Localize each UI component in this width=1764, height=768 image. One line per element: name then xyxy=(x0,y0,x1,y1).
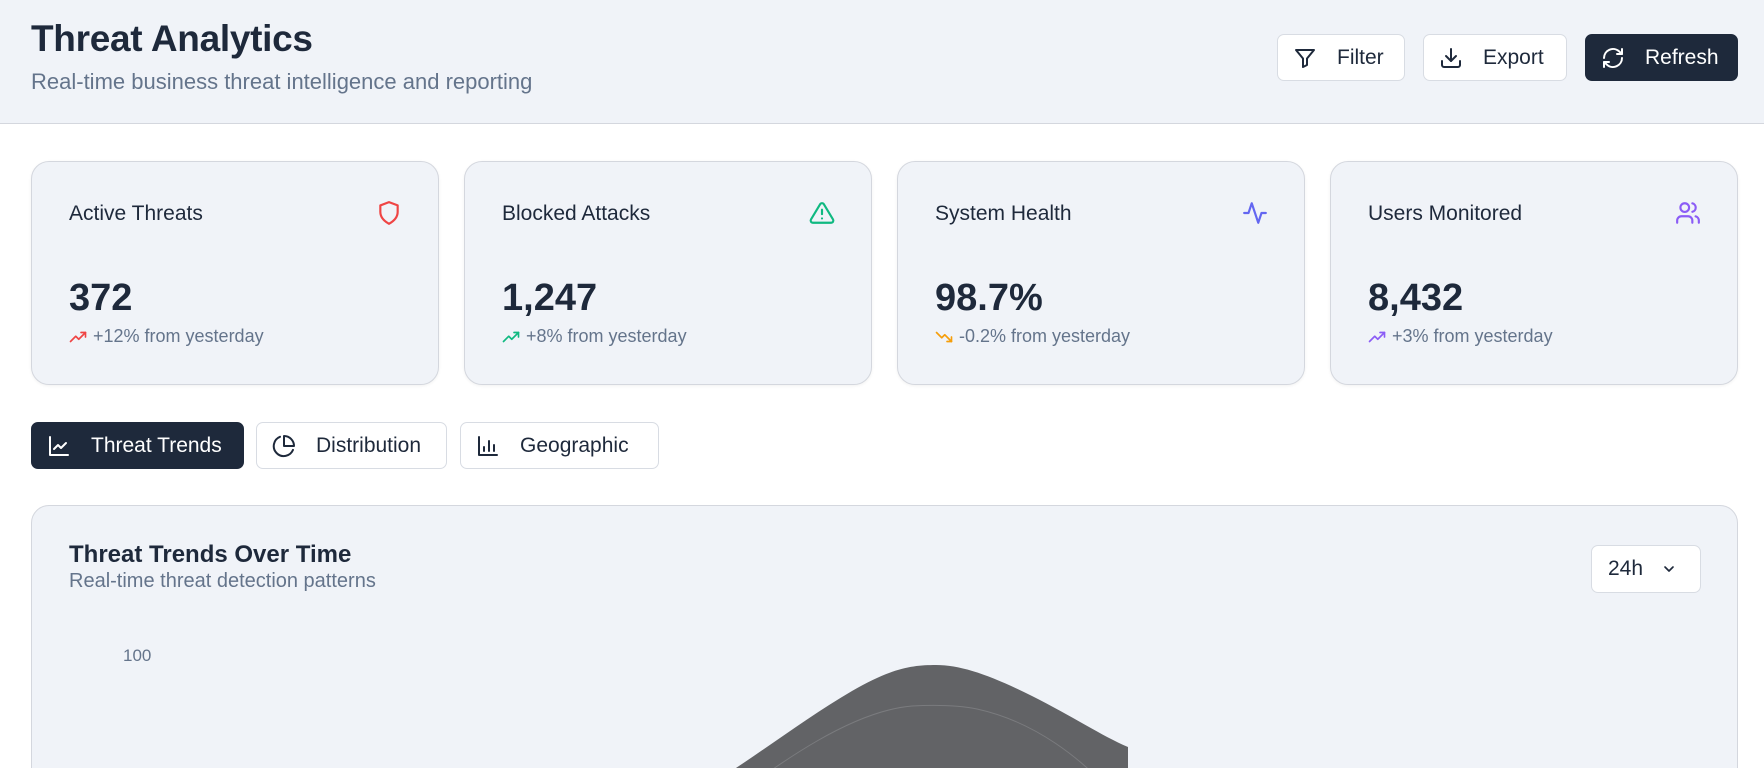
filter-label: Filter xyxy=(1337,45,1384,69)
tab-distribution[interactable]: Distribution xyxy=(256,422,447,469)
stat-label: Blocked Attacks xyxy=(502,202,651,225)
time-range-select[interactable]: 24h xyxy=(1591,545,1701,593)
line-chart-icon xyxy=(47,434,71,458)
filter-icon xyxy=(1293,46,1317,70)
chart-panel: Threat Trends Over Time Real-time threat… xyxy=(31,505,1738,768)
trending-up-icon xyxy=(69,330,87,344)
refresh-label: Refresh xyxy=(1645,45,1719,69)
stat-value: 8,432 xyxy=(1368,277,1464,319)
alert-triangle-icon xyxy=(809,200,835,226)
stat-change: +12% from yesterday xyxy=(69,326,264,347)
users-icon xyxy=(1675,200,1701,226)
shield-icon xyxy=(376,200,402,226)
stat-value: 98.7% xyxy=(935,277,1043,319)
page-subtitle: Real-time business threat intelligence a… xyxy=(31,69,533,94)
tab-threat-trends[interactable]: Threat Trends xyxy=(31,422,244,469)
stat-change: +3% from yesterday xyxy=(1368,326,1553,347)
activity-icon xyxy=(1242,200,1268,226)
stat-card-users-monitored: Users Monitored 8,432 +3% from yesterday xyxy=(1330,161,1738,385)
pie-chart-icon xyxy=(272,434,296,458)
stat-value: 372 xyxy=(69,277,133,319)
stat-card-blocked-attacks: Blocked Attacks 1,247 +8% from yesterday xyxy=(464,161,872,385)
area-chart xyxy=(735,665,1128,768)
export-button[interactable]: Export xyxy=(1423,34,1567,81)
time-range-value: 24h xyxy=(1608,557,1644,580)
y-axis-tick: 100 xyxy=(123,646,152,665)
chart-subtitle: Real-time threat detection patterns xyxy=(69,570,376,592)
stat-card-active-threats: Active Threats 372 +12% from yesterday xyxy=(31,161,439,385)
chevron-down-icon xyxy=(1661,561,1677,577)
download-icon xyxy=(1439,46,1463,70)
tab-geographic[interactable]: Geographic xyxy=(460,422,659,469)
stat-label: Active Threats xyxy=(69,202,203,225)
stat-change: -0.2% from yesterday xyxy=(935,326,1130,347)
page-title: Threat Analytics xyxy=(31,18,313,59)
trending-up-icon xyxy=(1368,330,1386,344)
page-header: Threat Analytics Real-time business thre… xyxy=(0,0,1764,124)
stat-label: Users Monitored xyxy=(1368,202,1523,225)
stat-value: 1,247 xyxy=(502,277,598,319)
trending-up-icon xyxy=(502,330,520,344)
refresh-button[interactable]: Refresh xyxy=(1585,34,1738,81)
chart-title: Threat Trends Over Time xyxy=(69,541,352,568)
stat-label: System Health xyxy=(935,202,1072,225)
bar-chart-icon xyxy=(476,434,500,458)
export-label: Export xyxy=(1483,45,1544,69)
trending-down-icon xyxy=(935,330,953,344)
stat-card-system-health: System Health 98.7% -0.2% from yesterday xyxy=(897,161,1305,385)
stat-change: +8% from yesterday xyxy=(502,326,687,347)
filter-button[interactable]: Filter xyxy=(1277,34,1405,81)
refresh-icon xyxy=(1601,46,1625,70)
